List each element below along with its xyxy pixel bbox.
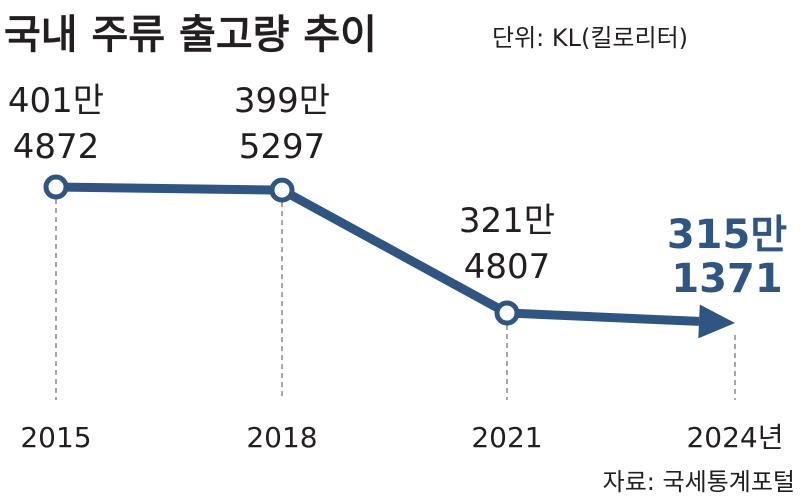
value-label-2: 321만 [459,201,555,241]
value-label-0: 401만 [8,81,104,121]
data-point-1 [269,177,295,203]
data-point-0 [43,174,69,200]
value-label-3: 315만 [667,212,787,258]
chart-title: 국내 주류 출고량 추이 [4,12,377,58]
series-line [55,182,700,326]
x-tick-label-2: 2021 [471,421,542,454]
unit-label: 단위: KL(킬로리터) [492,24,688,52]
value-label-2-line2: 4807 [464,247,551,287]
x-tick-label-1: 2018 [246,421,317,454]
value-label-0-line2: 4872 [13,127,100,167]
value-label-3-line2: 1371 [671,256,782,302]
data-point-2 [494,300,520,326]
arrow-head [698,304,735,339]
source-label: 자료: 국세통계포털 [603,468,795,496]
x-tick-label-0: 2015 [20,421,91,454]
value-label-1: 399만 [234,81,330,121]
value-label-1-line2: 5297 [239,127,326,167]
x-tick-label-3: 2024년 [686,421,783,454]
